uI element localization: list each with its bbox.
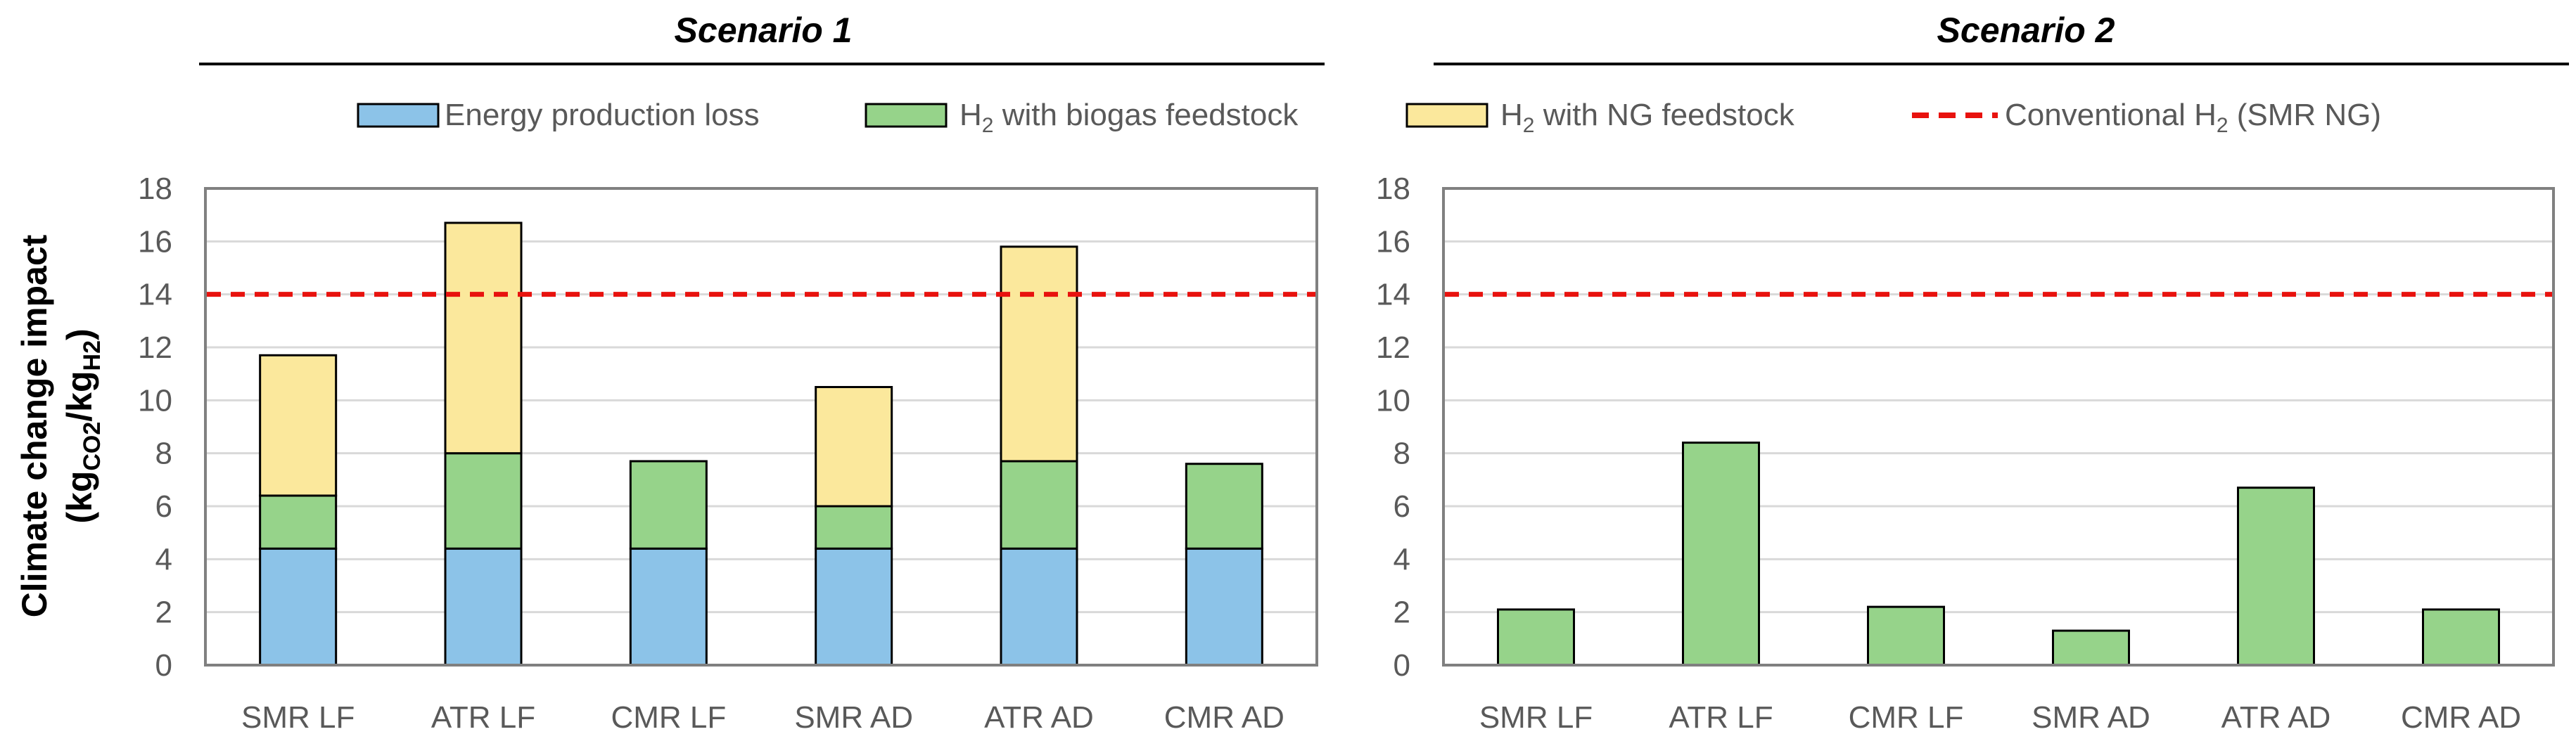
plot-area-border xyxy=(204,187,1318,667)
panel-2: Scenario 2 0 2 4 6 8 10 12 14 16 18 SMR LF ATR LF CMR… xyxy=(1376,11,2569,735)
x-category-label: CMR LF xyxy=(611,700,726,735)
legend-label: H2 with biogas feedstock xyxy=(959,98,1299,137)
bar-segment xyxy=(1682,442,1760,667)
bar-segment xyxy=(444,221,523,455)
bar-segment xyxy=(259,494,338,550)
panel-title: Scenario 1 xyxy=(675,11,853,50)
bar-segment xyxy=(2422,608,2500,667)
x-category-label: CMR AD xyxy=(2401,700,2521,735)
y-tick-label: 0 xyxy=(1394,648,1410,683)
y-axis-unit-mid: /kg xyxy=(60,371,99,421)
y-tick-label: 12 xyxy=(1376,330,1410,365)
y-tick-label: 14 xyxy=(1376,278,1410,312)
bar-segment xyxy=(1000,460,1078,550)
legend-item: H2 with NG feedstock xyxy=(1405,98,1795,137)
y-axis-unit-close: ) xyxy=(60,328,99,340)
legend-item: Energy production loss xyxy=(357,98,760,132)
plot-area-border xyxy=(1442,187,2555,667)
legend-label: Energy production loss xyxy=(445,98,760,132)
legend-label-suffix: with NG feedstock xyxy=(1534,98,1794,132)
y-tick-label: 18 xyxy=(1376,172,1410,206)
y-tick-label: 6 xyxy=(155,489,172,524)
legend-swatch xyxy=(1405,103,1488,128)
panel-1: Scenario 1 0 2 4 6 8 10 12 14 16 18 SMR LF ATR LF CMR… xyxy=(138,11,1325,735)
panel-title: Scenario 2 xyxy=(1937,11,2115,50)
y-tick-label: 16 xyxy=(138,224,172,259)
y-tick-label: 18 xyxy=(138,172,172,206)
bar-segment xyxy=(259,354,338,497)
legend-swatch xyxy=(357,103,440,128)
y-axis-label-line2: (kgCO2/kgH2) xyxy=(60,328,106,523)
x-category-label: CMR LF xyxy=(1849,700,1964,735)
y-tick-label: 2 xyxy=(155,596,172,630)
bar-segment xyxy=(1497,608,1575,667)
bar-segment xyxy=(2237,487,2315,667)
bar-segment xyxy=(629,460,708,550)
y-tick-label: 16 xyxy=(1376,224,1410,259)
legend-item: Conventional H2 (SMR NG) xyxy=(1912,98,2381,137)
y-axis-unit-sub2: H2 xyxy=(79,340,106,371)
legend-swatch xyxy=(865,103,948,128)
bar-segment xyxy=(629,547,708,667)
legend-label: Conventional H2 (SMR NG) xyxy=(2005,98,2381,137)
y-axis-label-text: Climate change impact xyxy=(15,234,54,617)
bar-segment xyxy=(1000,245,1078,463)
x-category-label: SMR AD xyxy=(794,700,913,735)
legend-label-suffix: with biogas feedstock xyxy=(993,98,1299,132)
y-tick-label: 6 xyxy=(1394,489,1410,524)
y-tick-label: 10 xyxy=(138,383,172,418)
y-tick-label: 10 xyxy=(1376,383,1410,418)
legend-label-suffix: (SMR NG) xyxy=(2229,98,2382,132)
x-category-label: ATR LF xyxy=(431,700,535,735)
y-tick-label: 8 xyxy=(1394,437,1410,471)
x-category-label: ATR LF xyxy=(1669,700,1773,735)
legend-label-sub: 2 xyxy=(1523,114,1535,137)
y-tick-label: 2 xyxy=(1394,596,1410,630)
y-tick-label: 0 xyxy=(155,648,172,683)
bar-segment xyxy=(444,452,523,550)
legend: Energy production loss H2 with biogas fee… xyxy=(357,98,2381,137)
legend-label-main: H xyxy=(959,98,982,132)
y-axis-unit-sub1: CO2 xyxy=(79,422,106,471)
x-category-label: SMR LF xyxy=(241,700,355,735)
y-tick-label: 12 xyxy=(138,330,172,365)
bar-segment xyxy=(444,547,523,667)
y-axis-label: Climate change impact (kgCO2/kgH2) xyxy=(15,234,106,617)
bar-segment xyxy=(1185,547,1263,667)
legend-label-sub: 2 xyxy=(2217,114,2229,137)
legend-label-main: Conventional H xyxy=(2005,98,2217,132)
bar-segment xyxy=(1185,463,1263,550)
bar-segment xyxy=(1000,547,1078,667)
bar-segment xyxy=(815,547,893,667)
legend-label-main: Energy production loss xyxy=(445,98,760,132)
y-tick-label: 14 xyxy=(138,278,172,312)
x-category-label: ATR AD xyxy=(2221,700,2331,735)
bar-segment xyxy=(815,386,893,508)
legend-label: H2 with NG feedstock xyxy=(1500,98,1795,137)
bar-segment xyxy=(2052,629,2130,667)
x-category-label: CMR AD xyxy=(1164,700,1284,735)
legend-label-main: H xyxy=(1500,98,1523,132)
x-category-label: SMR AD xyxy=(2032,700,2150,735)
x-category-label: SMR LF xyxy=(1479,700,1593,735)
y-tick-label: 8 xyxy=(155,437,172,471)
legend-label-sub: 2 xyxy=(982,114,994,137)
x-category-label: ATR AD xyxy=(984,700,1094,735)
bar-segment xyxy=(815,505,893,550)
bar-segment xyxy=(1867,605,1945,667)
bar-segment xyxy=(259,547,338,667)
y-tick-label: 4 xyxy=(155,542,172,577)
y-axis-label-line1: Climate change impact xyxy=(15,234,54,617)
y-tick-label: 4 xyxy=(1394,542,1410,577)
legend-item: H2 with biogas feedstock xyxy=(865,98,1299,137)
y-axis-unit-open: (kg xyxy=(60,471,99,524)
